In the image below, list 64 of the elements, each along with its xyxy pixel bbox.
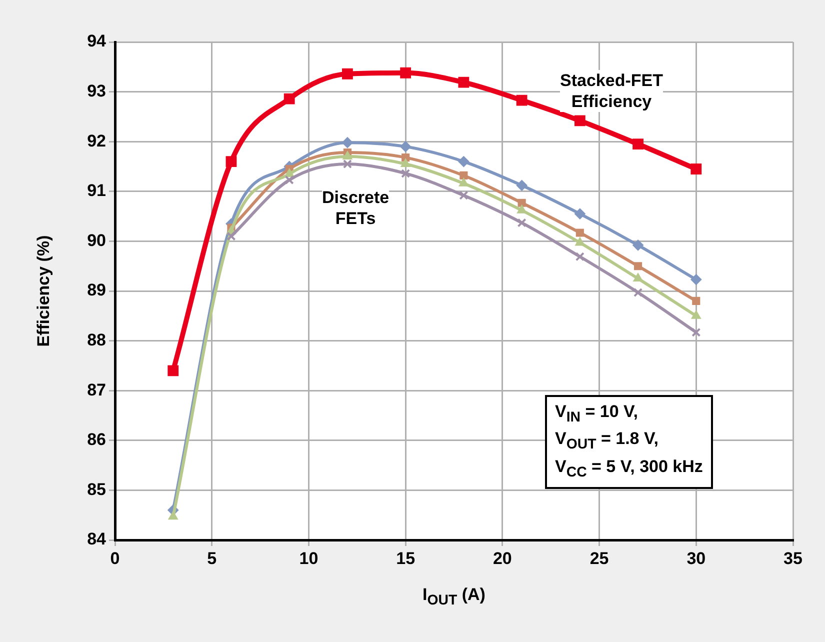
point	[226, 156, 237, 167]
y-tick-label: 94	[87, 32, 107, 51]
y-tick-label: 85	[87, 480, 106, 499]
point	[400, 158, 410, 168]
point	[342, 137, 353, 148]
point	[400, 67, 412, 78]
point	[633, 288, 643, 298]
y-tick-label: 84	[87, 530, 107, 549]
point	[342, 68, 353, 80]
point	[168, 511, 178, 520]
x-axis-title: I$_{OUT}$ (A)	[422, 585, 486, 608]
point	[633, 273, 643, 282]
point	[574, 115, 586, 126]
annotation: Discrete FETs	[322, 187, 390, 229]
y-tick-label: 93	[87, 81, 106, 100]
y-tick-label: 88	[87, 330, 106, 350]
point	[516, 180, 528, 191]
y-tick-label: 90	[87, 230, 106, 250]
point	[458, 156, 470, 168]
y-tick-label: 91	[87, 181, 106, 200]
point	[690, 274, 702, 286]
point	[517, 218, 526, 228]
x-tick-label: 35	[784, 548, 802, 568]
point	[400, 141, 412, 152]
point	[342, 159, 352, 169]
point	[342, 151, 352, 160]
point	[692, 328, 701, 337]
x-tick-label: 20	[492, 548, 512, 568]
point	[458, 76, 470, 88]
x-tick-label: 30	[686, 548, 706, 568]
point	[575, 237, 585, 246]
point	[692, 296, 700, 305]
point	[576, 228, 584, 237]
point	[460, 171, 468, 180]
point	[458, 178, 469, 186]
x-tick-label: 0	[110, 548, 120, 568]
x-tick-label: 25	[590, 548, 609, 568]
point	[516, 204, 527, 214]
point	[634, 262, 642, 270]
point	[284, 175, 294, 184]
point	[632, 138, 644, 150]
point	[459, 190, 468, 200]
point	[226, 232, 236, 241]
x-tick-label: 10	[299, 548, 318, 568]
point	[632, 240, 644, 251]
y-tick-label: 89	[87, 280, 106, 300]
point	[691, 310, 701, 319]
point	[168, 365, 179, 376]
y-axis-title: Efficiency (%)	[34, 235, 53, 347]
annotation: Stacked-FET Efficiency	[560, 70, 663, 112]
point	[574, 208, 586, 220]
x-tick-label: 5	[207, 548, 217, 568]
point	[284, 93, 295, 104]
point	[401, 168, 410, 178]
point	[284, 168, 294, 177]
point	[518, 198, 526, 207]
x-tick-label: 15	[396, 548, 416, 568]
point	[516, 94, 528, 106]
y-tick-label: 87	[87, 380, 106, 400]
y-tick-label: 92	[87, 131, 106, 150]
point	[690, 164, 702, 174]
y-tick-label: 86	[87, 430, 106, 450]
point	[575, 252, 584, 262]
text: V$_{IN}$ = 10 V, V$_{OUT}$ = 1.8 V, V$_{CC}$ = 5 V, 300 kHz	[555, 402, 703, 480]
